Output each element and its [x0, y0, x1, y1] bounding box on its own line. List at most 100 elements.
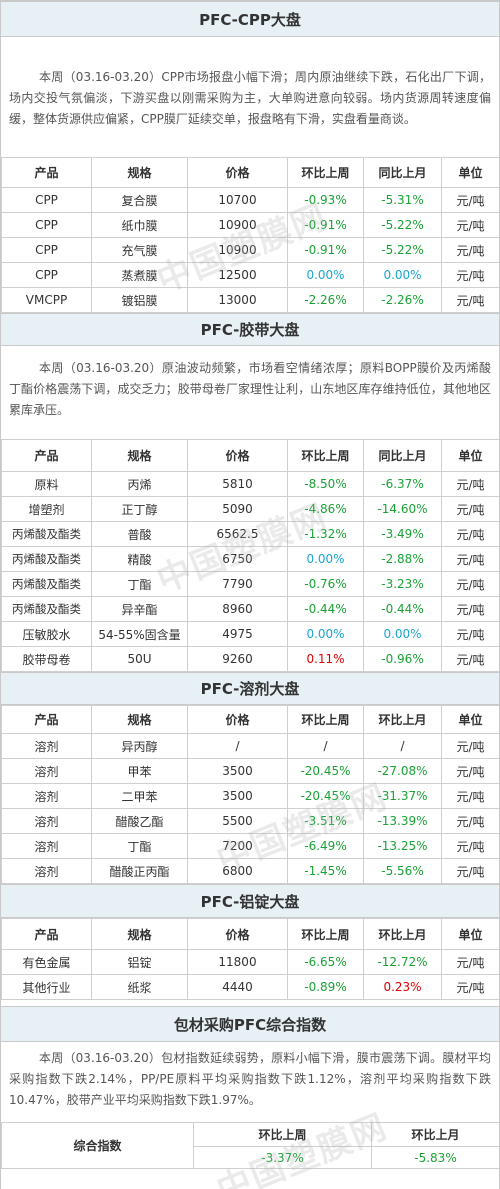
- table-cell: -0.91%: [287, 212, 364, 238]
- table-cell: 6800: [187, 858, 288, 884]
- column-header: 同比上月: [363, 439, 442, 472]
- table-cell: -0.44%: [287, 596, 364, 622]
- table-cell: 5810: [187, 471, 288, 497]
- table-cell: 6562.5: [187, 521, 288, 547]
- table-row: 压敏胶水 54-55%固含量 4975 0.00% 0.00% 元/吨: [1, 621, 499, 647]
- table-row: 丙烯酸及酯类 普酸 6562.5 -1.32% -3.49% 元/吨: [1, 521, 499, 547]
- table-cell: 溶剂: [1, 833, 92, 859]
- table-cell: 元/吨: [441, 262, 499, 288]
- table-cell: 0.00%: [363, 262, 442, 288]
- column-header: 价格: [187, 705, 288, 734]
- column-header: 环比上周: [287, 439, 364, 472]
- column-header: 同比上月: [363, 157, 442, 188]
- table-cell: 丁酯: [91, 833, 188, 859]
- table-cell: 0.00%: [287, 621, 364, 647]
- index-col2-header: 环比上月: [371, 1122, 499, 1147]
- table-cell: -2.26%: [363, 287, 442, 313]
- table-cell: -13.25%: [363, 833, 442, 859]
- table-cell: -0.93%: [287, 187, 364, 213]
- index-label: 综合指数: [1, 1122, 194, 1169]
- table-cell: 元/吨: [441, 858, 499, 884]
- table-cell: 4975: [187, 621, 288, 647]
- table-cell: -6.49%: [287, 833, 364, 859]
- table-cell: /: [187, 733, 288, 759]
- table-cell: 11800: [187, 949, 288, 975]
- table-cell: 铝锭: [91, 949, 188, 975]
- table-row: 溶剂 醋酸正丙酯 6800 -1.45% -5.56% 元/吨: [1, 858, 499, 884]
- table-cell: 复合膜: [91, 187, 188, 213]
- column-header: 产品: [1, 157, 92, 188]
- column-header: 产品: [1, 439, 92, 472]
- table-cell: 0.00%: [287, 546, 364, 572]
- table-cell: 丙烯酸及酯类: [1, 521, 92, 547]
- table-cell: -6.37%: [363, 471, 442, 497]
- table-cell: 元/吨: [441, 783, 499, 809]
- table-cell: 元/吨: [441, 187, 499, 213]
- table-cell: -0.76%: [287, 571, 364, 597]
- table-cell: -5.31%: [363, 187, 442, 213]
- table-cell: 镀铝膜: [91, 287, 188, 313]
- table-cpp: 产品 规格 价格 环比上周 同比上月 单位 CPP 复合膜 10700 -0.93% -5.31% 元…: [1, 157, 499, 313]
- table-cell: 丁酯: [91, 571, 188, 597]
- table-cell: 异丙醇: [91, 733, 188, 759]
- column-header: 环比上月: [363, 705, 442, 734]
- table-cell: 0.00%: [287, 262, 364, 288]
- table-cell: 0.11%: [287, 646, 364, 672]
- index-table: 综合指数 环比上周 环比上月 -3.37% -5.83%: [1, 1122, 499, 1169]
- table-cell: 溶剂: [1, 858, 92, 884]
- column-header: 价格: [187, 918, 288, 950]
- table-cell: 元/吨: [441, 237, 499, 263]
- table-cell: /: [363, 733, 442, 759]
- table-cell: /: [287, 733, 364, 759]
- index-col1-value: -3.37%: [193, 1146, 372, 1169]
- table-cell: 甲苯: [91, 758, 188, 784]
- table-cell: -3.23%: [363, 571, 442, 597]
- table-cell: CPP: [1, 212, 92, 238]
- table-cell: -12.72%: [363, 949, 442, 975]
- table-cell: 正丁醇: [91, 496, 188, 522]
- table-cell: 5090: [187, 496, 288, 522]
- table-row: CPP 充气膜 10900 -0.91% -5.22% 元/吨: [1, 237, 499, 263]
- table-cell: 溶剂: [1, 808, 92, 834]
- table-cell: 丙烯酸及酯类: [1, 546, 92, 572]
- table-cell: 压敏胶水: [1, 621, 92, 647]
- table-cell: 元/吨: [441, 758, 499, 784]
- table-row: 溶剂 异丙醇 / / / 元/吨: [1, 733, 499, 759]
- section-paragraph-tape: 本周（03.16-03.20）原油波动频繁，市场看空情绪浓厚；原料BOPP膜价及…: [9, 361, 491, 417]
- table-aluminum: 产品 规格 价格 环比上周 环比上月 单位 有色金属 铝锭 11800 -6.65% -12.72%…: [1, 918, 499, 1000]
- table-cell: 原料: [1, 471, 92, 497]
- table-cell: -2.26%: [287, 287, 364, 313]
- table-cell: -5.22%: [363, 237, 442, 263]
- table-row: CPP 蒸煮膜 12500 0.00% 0.00% 元/吨: [1, 262, 499, 288]
- table-row: CPP 复合膜 10700 -0.93% -5.31% 元/吨: [1, 187, 499, 213]
- table-cell: -0.44%: [363, 596, 442, 622]
- column-header: 产品: [1, 918, 92, 950]
- table-cell: 蒸煮膜: [91, 262, 188, 288]
- table-row: 丙烯酸及酯类 精酸 6750 0.00% -2.88% 元/吨: [1, 546, 499, 572]
- table-cell: -13.39%: [363, 808, 442, 834]
- table-row: VMCPP 镀铝膜 13000 -2.26% -2.26% 元/吨: [1, 287, 499, 313]
- table-row: 溶剂 丁酯 7200 -6.49% -13.25% 元/吨: [1, 833, 499, 859]
- section-title-index: 包材采购PFC综合指数: [1, 1006, 499, 1042]
- table-cell: 元/吨: [441, 496, 499, 522]
- table-cell: 丙烯酸及酯类: [1, 596, 92, 622]
- table-cell: 3500: [187, 783, 288, 809]
- table-cell: 增塑剂: [1, 496, 92, 522]
- table-cell: 5500: [187, 808, 288, 834]
- table-cell: 元/吨: [441, 471, 499, 497]
- table-cell: -0.96%: [363, 646, 442, 672]
- table-cell: 丙烯酸及酯类: [1, 571, 92, 597]
- table-cell: 普酸: [91, 521, 188, 547]
- table-cell: -14.60%: [363, 496, 442, 522]
- table-cell: 元/吨: [441, 949, 499, 975]
- table-cell: 溶剂: [1, 783, 92, 809]
- table-cell: -4.86%: [287, 496, 364, 522]
- table-row: 溶剂 甲苯 3500 -20.45% -27.08% 元/吨: [1, 758, 499, 784]
- table-tape: 产品 规格 价格 环比上周 同比上月 单位 原料 丙烯 5810 -8.50% -6.37% 元/吨增…: [1, 439, 499, 672]
- table-row: 其他行业 纸浆 4440 -0.89% 0.23% 元/吨: [1, 974, 499, 1000]
- table-cell: 13000: [187, 287, 288, 313]
- table-cell: 元/吨: [441, 546, 499, 572]
- table-cell: 8960: [187, 596, 288, 622]
- table-cell: 元/吨: [441, 521, 499, 547]
- table-cell: 54-55%固含量: [91, 621, 188, 647]
